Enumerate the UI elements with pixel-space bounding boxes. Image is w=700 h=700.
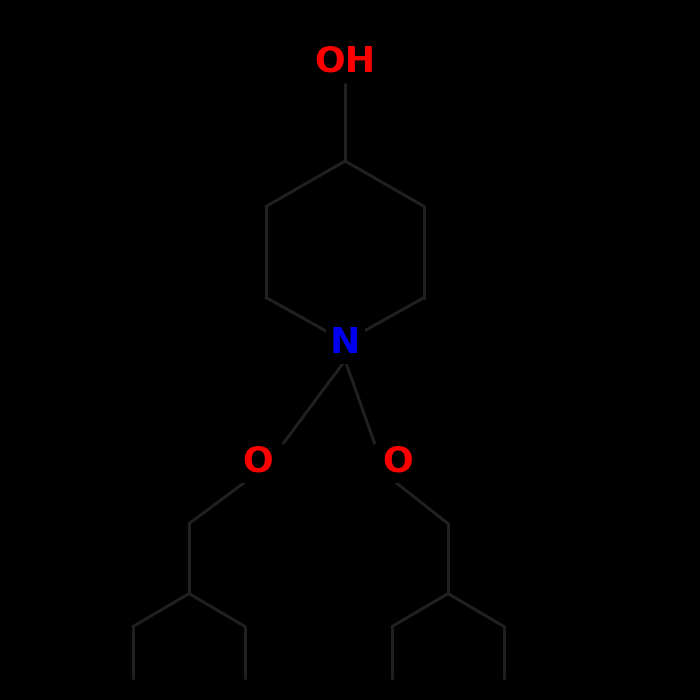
Text: O: O xyxy=(242,445,273,479)
Text: OH: OH xyxy=(314,45,376,78)
Text: N: N xyxy=(330,326,360,360)
Text: O: O xyxy=(382,445,413,479)
